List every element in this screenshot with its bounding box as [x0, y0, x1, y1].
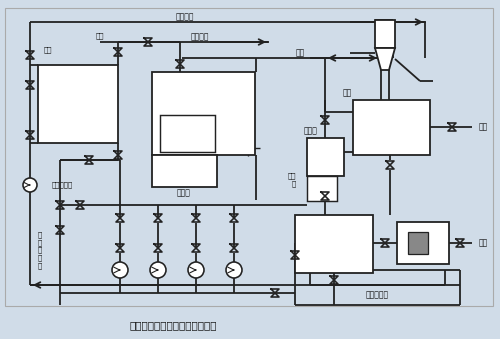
Bar [408, 232, 428, 254]
Text: 假日循环: 假日循环 [191, 33, 209, 41]
Text: 贮水箱: 贮水箱 [177, 188, 191, 198]
Circle shape [112, 262, 128, 278]
Bar [5, 8, 493, 306]
Polygon shape [375, 48, 395, 70]
Text: 除沟: 除沟 [343, 88, 352, 98]
Text: 污水处理站: 污水处理站 [52, 182, 72, 188]
Text: 回液: 回液 [296, 48, 304, 58]
Bar [307, 138, 344, 176]
Bar [307, 176, 337, 201]
Text: 共务槽: 共务槽 [70, 100, 86, 108]
Bar [295, 215, 373, 273]
Text: 追迹: 追迹 [288, 173, 296, 179]
Text: 粗过滤机: 粗过滤机 [383, 122, 401, 132]
Bar [353, 100, 430, 155]
Text: 切
洗
直
压
气: 切 洗 直 压 气 [38, 232, 42, 268]
Circle shape [226, 262, 242, 278]
Circle shape [23, 178, 37, 192]
Text: 机床: 机床 [198, 108, 209, 118]
Text: 负压过滤机: 负压过滤机 [366, 291, 388, 299]
Bar [375, 20, 395, 48]
Text: 贮水箱: 贮水箱 [177, 166, 191, 176]
Text: 系统检修: 系统检修 [176, 13, 194, 21]
Text: 原水: 原水 [478, 239, 488, 247]
Bar [152, 155, 217, 187]
Text: 切削液集中过滤系统工作原理图: 切削液集中过滤系统工作原理图 [130, 320, 218, 330]
Text: 原水: 原水 [478, 122, 488, 132]
Bar [397, 222, 449, 264]
Text: 滤罐: 滤罐 [418, 239, 428, 247]
Circle shape [150, 262, 166, 278]
Text: 净液箱: 净液箱 [327, 239, 341, 248]
Text: 液: 液 [292, 181, 296, 187]
Bar [152, 72, 255, 155]
Circle shape [188, 262, 204, 278]
Bar [160, 115, 215, 152]
Text: 配液: 配液 [96, 33, 104, 39]
Bar [38, 65, 118, 143]
Text: 补液: 补液 [44, 47, 52, 53]
Text: 分离槽: 分离槽 [304, 126, 318, 136]
